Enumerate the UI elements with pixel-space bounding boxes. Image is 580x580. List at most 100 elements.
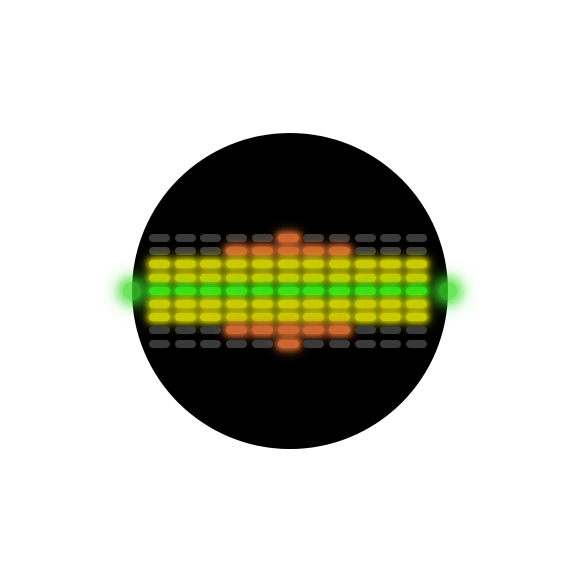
segment-c3-r5 xyxy=(226,300,248,308)
segment-c7-r6 xyxy=(328,313,350,322)
segment-c10-r3 xyxy=(406,273,427,282)
segment-c0-r5 xyxy=(149,300,170,308)
segment-c5-r5 xyxy=(277,300,299,308)
segment-c5-r2 xyxy=(277,260,299,269)
segment-c3-r7 xyxy=(226,326,248,335)
segment-c7-r1 xyxy=(328,247,350,256)
segment-c10-r2 xyxy=(406,260,427,269)
segment-c4-r8 xyxy=(251,339,273,348)
segment-c9-r4 xyxy=(380,286,402,295)
segment-c0-r1 xyxy=(149,247,170,256)
segment-c8-r7 xyxy=(354,326,376,335)
segment-c10-r6 xyxy=(406,313,427,322)
segment-c6-r8 xyxy=(303,339,325,348)
segment-c1-r6 xyxy=(174,313,196,322)
segment-c2-r7 xyxy=(200,326,222,335)
segment-c6-r3 xyxy=(303,273,325,282)
segment-c9-r1 xyxy=(380,247,402,256)
segment-c2-r8 xyxy=(200,339,222,348)
segment-c6-r5 xyxy=(303,300,325,308)
segment-c9-r5 xyxy=(380,300,402,308)
segment-c9-r2 xyxy=(380,260,402,269)
segment-c9-r8 xyxy=(380,339,402,348)
segment-c10-r4 xyxy=(406,286,427,295)
segment-c4-r4 xyxy=(251,286,273,295)
segment-c2-r0 xyxy=(200,234,222,242)
segment-c6-r0 xyxy=(303,234,325,242)
segment-c3-r0 xyxy=(226,234,248,242)
segment-c4-r3 xyxy=(251,273,273,282)
segment-c4-r1 xyxy=(251,247,273,256)
segment-c1-r0 xyxy=(174,234,196,242)
segment-c5-r3 xyxy=(277,273,299,282)
segment-c4-r0 xyxy=(251,234,273,242)
segment-c8-r0 xyxy=(354,234,376,242)
segment-c1-r1 xyxy=(174,247,196,256)
segment-c5-r6 xyxy=(277,313,299,322)
segment-c1-r8 xyxy=(174,339,196,348)
segment-c6-r1 xyxy=(303,247,325,256)
segment-c5-r8 xyxy=(277,339,299,348)
segment-c1-r2 xyxy=(174,260,196,269)
segment-c0-r8 xyxy=(149,339,170,348)
segment-c10-r5 xyxy=(406,300,427,308)
segment-c7-r7 xyxy=(328,326,350,335)
segment-c9-r3 xyxy=(380,273,402,282)
segment-c2-r3 xyxy=(200,273,222,282)
segment-c0-r6 xyxy=(149,313,170,322)
spectrum-grid xyxy=(147,233,431,351)
segment-c10-r1 xyxy=(406,247,427,256)
segment-c10-r0 xyxy=(406,234,427,242)
segment-c7-r0 xyxy=(328,234,350,242)
left-glow-indicator xyxy=(123,281,141,300)
segment-c3-r2 xyxy=(226,260,248,269)
segment-c3-r3 xyxy=(226,273,248,282)
segment-c7-r8 xyxy=(328,339,350,348)
segment-c2-r1 xyxy=(200,247,222,256)
segment-c5-r4 xyxy=(277,286,299,295)
segment-c4-r5 xyxy=(251,300,273,308)
right-glow-indicator xyxy=(439,281,457,300)
segment-c3-r8 xyxy=(226,339,248,348)
segment-c9-r6 xyxy=(380,313,402,322)
segment-c3-r1 xyxy=(226,247,248,256)
segment-c4-r2 xyxy=(251,260,273,269)
segment-c1-r5 xyxy=(174,300,196,308)
segment-c8-r3 xyxy=(354,273,376,282)
segment-c8-r2 xyxy=(354,260,376,269)
segment-c7-r2 xyxy=(328,260,350,269)
segment-c7-r5 xyxy=(328,300,350,308)
segment-c8-r5 xyxy=(354,300,376,308)
segment-c4-r6 xyxy=(251,313,273,322)
segment-c7-r4 xyxy=(328,286,350,295)
segment-c1-r3 xyxy=(174,273,196,282)
segment-c6-r6 xyxy=(303,313,325,322)
segment-c5-r0 xyxy=(277,234,299,242)
segment-c6-r7 xyxy=(303,326,325,335)
segment-c1-r7 xyxy=(174,326,196,335)
segment-c4-r7 xyxy=(251,326,273,335)
segment-c3-r6 xyxy=(226,313,248,322)
segment-c2-r6 xyxy=(200,313,222,322)
segment-c0-r2 xyxy=(149,260,170,269)
segment-c9-r7 xyxy=(380,326,402,335)
segment-c10-r8 xyxy=(406,339,427,348)
segment-c2-r4 xyxy=(200,286,222,295)
segment-c6-r4 xyxy=(303,286,325,295)
segment-c8-r8 xyxy=(354,339,376,348)
segment-c5-r7 xyxy=(277,326,299,335)
segment-c9-r0 xyxy=(380,234,402,242)
segment-c0-r0 xyxy=(149,234,170,242)
segment-c10-r7 xyxy=(406,326,427,335)
segment-c5-r1 xyxy=(277,247,299,256)
segment-c6-r2 xyxy=(303,260,325,269)
segment-c3-r4 xyxy=(226,286,248,295)
segment-c0-r3 xyxy=(149,273,170,282)
segment-c7-r3 xyxy=(328,273,350,282)
segment-c0-r7 xyxy=(149,326,170,335)
segment-c2-r5 xyxy=(200,300,222,308)
segment-c8-r6 xyxy=(354,313,376,322)
segment-c8-r1 xyxy=(354,247,376,256)
segment-c1-r4 xyxy=(174,286,196,295)
